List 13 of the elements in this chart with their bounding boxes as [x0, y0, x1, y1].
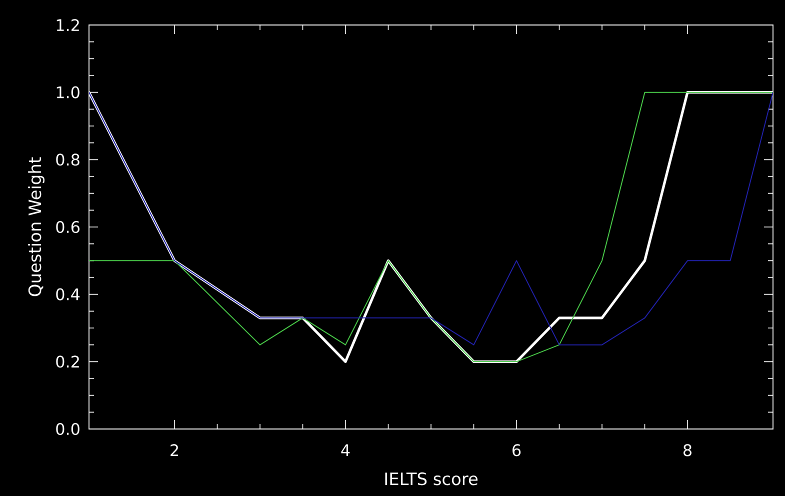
y-axis-title: Question Weight [28, 157, 44, 296]
y-tick-label: 1.2 [56, 19, 79, 31]
x-tick-label: 2 [170, 444, 178, 456]
x-tick-label: 4 [341, 444, 350, 456]
y-tick-label: 0.6 [56, 220, 80, 234]
y-tick-label: 0.4 [56, 288, 80, 300]
x-tick-label: 6 [512, 444, 521, 456]
y-tick-label: 0.0 [56, 422, 80, 436]
x-axis-title: IELTS score [385, 472, 478, 486]
y-tick-label: 0.2 [56, 356, 79, 368]
y-tick-label: 1.0 [56, 86, 80, 98]
x-tick-label: 8 [684, 444, 692, 456]
y-tick-label: 0.8 [56, 154, 80, 166]
